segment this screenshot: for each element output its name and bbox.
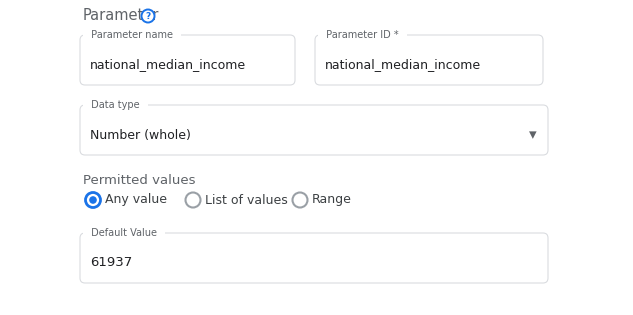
FancyBboxPatch shape	[80, 35, 295, 85]
Circle shape	[142, 9, 154, 22]
Text: national_median_income: national_median_income	[90, 59, 246, 72]
Circle shape	[85, 192, 101, 208]
FancyBboxPatch shape	[80, 105, 548, 155]
Text: Data type: Data type	[88, 100, 143, 110]
Text: Any value: Any value	[105, 193, 167, 207]
Text: Range: Range	[312, 193, 352, 207]
Text: ?: ?	[146, 12, 151, 21]
Text: national_median_income: national_median_income	[325, 59, 481, 72]
Text: Permitted values: Permitted values	[83, 175, 196, 187]
Circle shape	[292, 192, 308, 208]
Text: 61937: 61937	[90, 256, 132, 270]
Text: Parameter ID *: Parameter ID *	[323, 30, 402, 40]
Text: Default Value: Default Value	[88, 228, 160, 238]
Text: ▾: ▾	[529, 128, 537, 142]
Text: Number (whole): Number (whole)	[90, 129, 191, 141]
FancyBboxPatch shape	[80, 233, 548, 283]
Text: Parameter name: Parameter name	[88, 30, 176, 40]
Text: Parameter: Parameter	[83, 9, 160, 24]
FancyBboxPatch shape	[315, 35, 543, 85]
Text: List of values: List of values	[205, 193, 288, 207]
Circle shape	[185, 192, 201, 208]
Circle shape	[89, 196, 97, 204]
